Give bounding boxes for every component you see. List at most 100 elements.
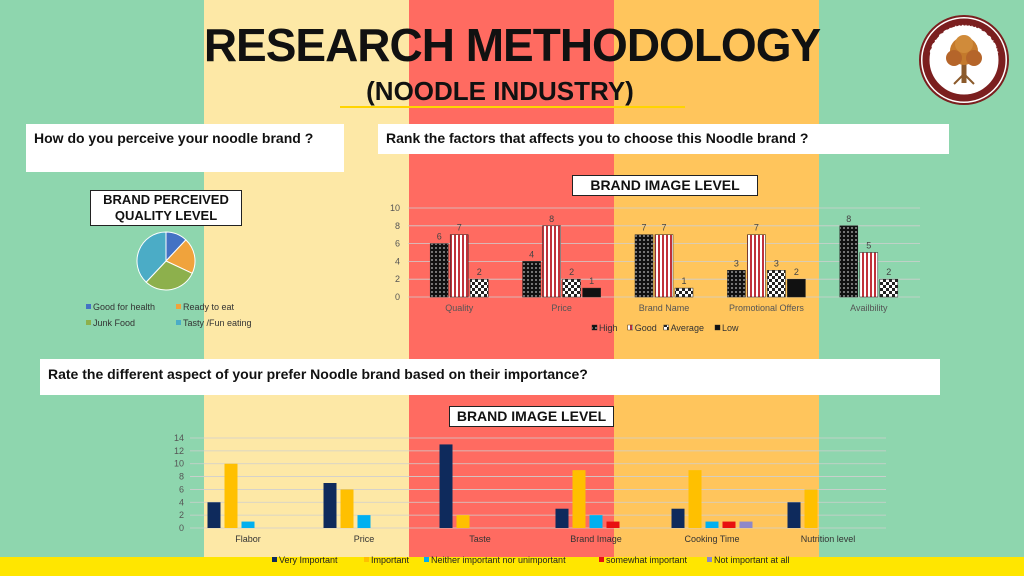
c1-data-label: 3 (774, 258, 779, 268)
c1-x-label-quality: Quality (445, 303, 474, 313)
pie-slice-ready-to-eat (165, 239, 196, 275)
c1-bar-high-price (522, 261, 541, 298)
c1-bar-good-promotional-offers (747, 234, 766, 298)
c2-legend-swatch-very-important (272, 557, 277, 562)
c1-bar-good-price (542, 225, 561, 298)
c2-bar-important-nutrition-level (804, 489, 818, 528)
c2-legend-swatch-not-important-at-all (707, 557, 712, 562)
c2-bar-important-cooking-time (688, 470, 702, 528)
c2-y-tick: 4 (179, 497, 184, 507)
c1-legend-swatch-average (663, 324, 669, 331)
c1-bar-average-quality (469, 278, 489, 298)
c2-bar-somewhat-important-cooking-time (722, 521, 736, 528)
c1-data-label: 5 (866, 241, 871, 251)
c1-data-label: 7 (457, 223, 462, 233)
c1-y-tick: 6 (395, 239, 400, 249)
c2-y-tick: 14 (174, 433, 184, 443)
c1-data-label: 7 (661, 223, 666, 233)
pie-title-line-1: BRAND PERCEIVED (103, 192, 229, 207)
c2-x-label-cooking-time: Cooking Time (684, 534, 739, 544)
c2-legend-label-not-important-at-all: Not important at all (714, 555, 790, 565)
page-title: RESEARCH METHODOLOGY (203, 19, 821, 71)
c1-x-label-availbility: Availbility (850, 303, 888, 313)
c1-x-label-price: Price (551, 303, 572, 313)
c1-legend-label-low: Low (722, 323, 739, 333)
c1-data-label: 2 (794, 267, 799, 277)
c1-legend-label-high: High (599, 323, 618, 333)
c2-x-label-price: Price (354, 534, 375, 544)
c1-data-label: 8 (846, 214, 851, 224)
bar-chart-2: 0 2 4 6 8 10 12 14 Flabor Price Taste Brand Image Co… (174, 433, 886, 565)
c2-bar-important-brand-image (572, 470, 586, 528)
c1-legend-label-average: Average (671, 323, 704, 333)
c2-bar-neither-important-nor-unimportant-price (357, 515, 371, 528)
c2-bar-somewhat-important-brand-image (606, 521, 620, 528)
c2-legend-label-important: Important (371, 555, 410, 565)
c1-y-tick: 0 (395, 292, 400, 302)
c2-y-tick: 2 (179, 510, 184, 520)
c2-x-label-flabor: Flabor (235, 534, 261, 544)
c1-data-label: 4 (529, 249, 534, 259)
c2-y-tick: 6 (179, 484, 184, 494)
c2-y-tick: 8 (179, 472, 184, 482)
pie-legend-swatch-junk-food (86, 320, 91, 325)
bottom-bar (0, 557, 1024, 576)
question-importance: Rate the different aspect of your prefer… (40, 359, 940, 395)
c2-bar-not-important-at-all-cooking-time (739, 521, 753, 528)
c1-y-tick: 8 (395, 221, 400, 231)
c2-legend-label-very-important: Very Important (279, 555, 338, 565)
c2-x-label-nutrition-level: Nutrition level (801, 534, 856, 544)
c2-bar-neither-important-nor-unimportant-flabor (241, 521, 255, 528)
c1-bar-good-quality (449, 234, 469, 298)
pie-slice-junk-food (145, 260, 193, 291)
c2-bar-very-important-flabor (207, 502, 221, 528)
c1-x-label-brand-name: Brand Name (639, 303, 690, 313)
c1-data-label: 2 (886, 267, 891, 277)
c2-legend-label-neither-important-nor-unimportant: Neither important nor unimportant (431, 555, 566, 565)
bar-chart-1: 0 2 4 6 8 10 Quality 6 7 2 Price 4 8 2 1 Brand Name 7 7 1 P… (390, 203, 920, 333)
pie-chart: Good for health Ready to eat Junk Food Tast… (86, 231, 252, 328)
c1-bar-average-availbility (879, 278, 899, 298)
c1-bar-average-promotional-offers (767, 270, 786, 298)
c1-x-label-promotional-offers: Promotional Offers (729, 303, 804, 313)
c1-bar-high-promotional-offers (727, 270, 746, 298)
bar-chart-1-title: BRAND IMAGE LEVEL (572, 175, 758, 196)
c2-legend-label-somewhat-important: somewhat important (606, 555, 688, 565)
c1-data-label: 2 (477, 267, 482, 277)
c2-bar-very-important-cooking-time (671, 508, 685, 528)
c1-y-tick: 4 (395, 256, 400, 266)
c2-legend-swatch-somewhat-important (599, 557, 604, 562)
c1-bar-low-promotional-offers (787, 278, 806, 298)
pie-legend-swatch-ready-to-eat (176, 304, 181, 309)
c1-bar-high-availbility (839, 225, 859, 298)
c1-legend-label-good: Good (635, 323, 657, 333)
c2-x-label-brand-image: Brand Image (570, 534, 622, 544)
c2-bar-very-important-brand-image (555, 508, 569, 528)
c1-legend-swatch-high (591, 324, 598, 331)
c2-bar-very-important-price (323, 483, 337, 528)
pie-legend-swatch-good-for-health (86, 304, 91, 309)
c1-data-label: 2 (569, 267, 574, 277)
subtitle-underline (340, 106, 685, 108)
c1-bar-good-brand-name (654, 234, 674, 298)
c2-y-tick: 10 (174, 459, 184, 469)
question-perception: How do you perceive your noodle brand ? (26, 124, 344, 172)
c1-data-label: 3 (734, 258, 739, 268)
c1-bar-high-brand-name (634, 234, 654, 298)
c2-y-tick: 0 (179, 523, 184, 533)
pie-chart-title: BRAND PERCEIVED QUALITY LEVEL (90, 190, 242, 226)
pie-legend-label-ready-to-eat: Ready to eat (183, 302, 235, 312)
c2-bar-important-flabor (224, 463, 238, 528)
c1-data-label: 1 (589, 276, 594, 286)
c1-data-label: 8 (549, 214, 554, 224)
pie-legend-label-junk-food: Junk Food (93, 318, 135, 328)
bar-chart-2-title: BRAND IMAGE LEVEL (449, 406, 614, 427)
pie-title-line-2: QUALITY LEVEL (114, 208, 218, 223)
c2-bar-neither-important-nor-unimportant-cooking-time (705, 521, 719, 528)
c1-bar-average-price (562, 278, 581, 298)
c1-bar-low-price (582, 287, 601, 298)
c1-data-label: 7 (754, 223, 759, 233)
c2-legend-swatch-neither-important-nor-unimportant (424, 557, 429, 562)
pie-legend-label-tasty-fun-eating: Tasty /Fun eating (183, 318, 252, 328)
pie-slice-tasty-fun-eating (136, 231, 167, 283)
